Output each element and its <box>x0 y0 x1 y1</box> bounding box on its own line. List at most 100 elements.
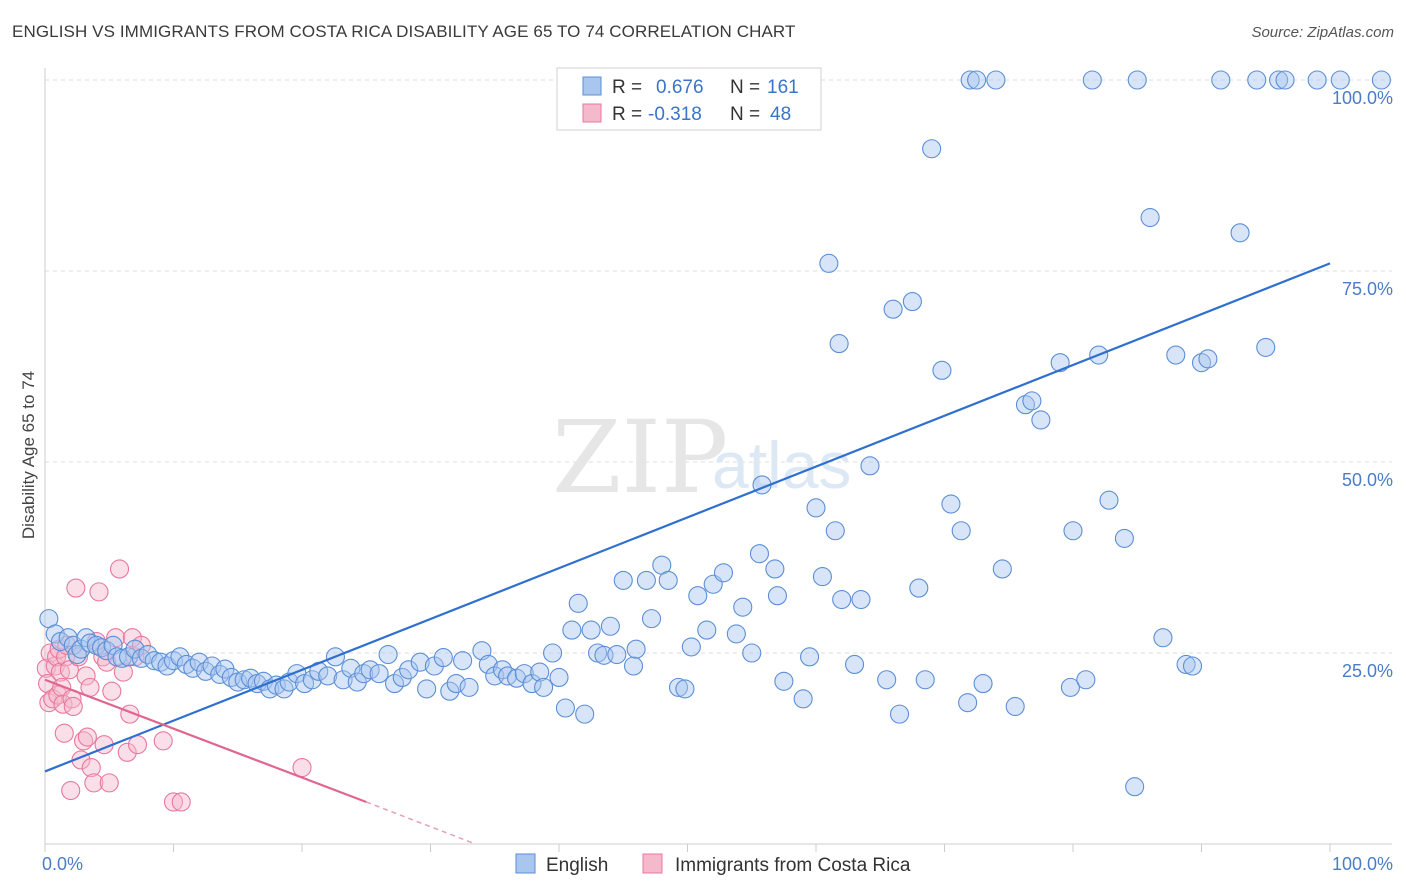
english-point-27 <box>196 661 216 681</box>
english-point-73 <box>530 662 550 682</box>
english-point-121 <box>883 299 903 319</box>
english-point-136 <box>1005 696 1025 717</box>
english-point-75 <box>543 643 563 663</box>
legend-box: R = 0.676 N = 161 R = -0.318 N = 48 <box>556 67 822 131</box>
english-point-33 <box>234 670 254 690</box>
english-point-85 <box>607 644 627 665</box>
english-point-77 <box>555 698 575 718</box>
english-point-146 <box>1099 490 1119 510</box>
english-point-148 <box>1125 777 1145 797</box>
english-point-134 <box>986 70 1006 90</box>
english-point-126 <box>922 139 942 159</box>
legend-n-label-english: N = <box>730 77 760 98</box>
english-point-95 <box>681 637 701 657</box>
costa-rica-trend-line <box>44 678 367 804</box>
english-point-149 <box>1127 70 1147 90</box>
english-point-101 <box>733 597 753 617</box>
costa-rica-trend-extension <box>365 801 476 845</box>
costa-rica-point-36 <box>109 559 130 579</box>
english-point-118 <box>851 589 871 610</box>
english-point-56 <box>399 660 419 680</box>
english-point-122 <box>889 704 910 724</box>
x-tick-labels: 0.0% 100.0% <box>42 854 1393 874</box>
english-point-9 <box>86 635 106 655</box>
watermark-zip: ZIP <box>552 399 728 516</box>
legend-swatch-costa <box>582 103 602 123</box>
legend-r-value-costa: -0.318 <box>648 104 702 125</box>
english-point-102 <box>742 643 762 663</box>
english-point-47 <box>333 670 353 690</box>
english-point-12 <box>103 635 123 655</box>
y-axis-label: Disability Age 65 to 74 <box>19 371 38 539</box>
legend-n-value-english: 161 <box>767 77 799 98</box>
english-points <box>39 70 1391 797</box>
english-point-160 <box>1256 337 1276 357</box>
english-point-19 <box>144 651 164 671</box>
english-point-93 <box>668 677 689 697</box>
english-point-124 <box>909 578 929 598</box>
english-point-142 <box>1063 521 1083 541</box>
english-point-116 <box>832 589 852 610</box>
english-point-107 <box>774 671 794 691</box>
english-point-165 <box>1371 70 1391 90</box>
costa-rica-point-38 <box>117 742 137 762</box>
english-point-97 <box>697 620 717 640</box>
english-point-115 <box>829 334 849 354</box>
english-point-132 <box>967 70 987 90</box>
y-tick-label-2: 75.0% <box>1342 279 1393 299</box>
english-point-164 <box>1330 70 1350 90</box>
english-point-129 <box>951 521 971 541</box>
english-point-154 <box>1182 656 1203 676</box>
english-point-131 <box>960 70 980 90</box>
english-point-52 <box>369 664 389 684</box>
english-point-84 <box>600 616 620 636</box>
english-point-139 <box>1031 410 1051 430</box>
chart-title: ENGLISH VS IMMIGRANTS FROM COSTA RICA DI… <box>12 22 796 41</box>
costa-rica-point-16 <box>61 780 81 801</box>
english-point-147 <box>1114 528 1134 548</box>
costa-rica-point-33 <box>99 773 119 793</box>
english-point-128 <box>941 494 961 514</box>
english-point-89 <box>636 570 656 590</box>
bottom-legend: English Immigrants from Costa Rica <box>515 853 911 876</box>
english-point-71 <box>514 664 534 684</box>
english-point-159 <box>1247 70 1267 90</box>
english-point-10 <box>91 638 112 658</box>
x-tick-label-1: 100.0% <box>1332 854 1393 874</box>
costa-rica-point-22 <box>74 731 94 751</box>
costa-rica-point-44 <box>153 731 173 751</box>
trend-lines <box>44 262 1331 845</box>
english-point-62 <box>446 674 466 694</box>
legend-n-value-costa: 48 <box>770 104 791 125</box>
bottom-legend-swatch-costa <box>642 853 663 874</box>
english-point-117 <box>844 654 865 675</box>
legend-r-label-english: R = <box>612 77 642 98</box>
english-point-90 <box>641 609 662 629</box>
english-point-23 <box>170 647 190 667</box>
legend-r-value-english: 0.676 <box>656 77 704 98</box>
costa-rica-point-12 <box>54 723 74 743</box>
costa-rica-point-18 <box>63 696 83 717</box>
y-tick-labels: 25.0% 50.0% 75.0% 100.0% <box>1332 88 1393 681</box>
legend-n-label-costa: N = <box>730 104 760 125</box>
english-point-143 <box>1076 670 1096 690</box>
watermark-atlas: atlas <box>712 428 851 502</box>
grid-lines <box>45 79 1392 654</box>
english-point-87 <box>623 656 644 676</box>
english-point-54 <box>384 674 405 694</box>
english-point-113 <box>819 253 839 273</box>
english-point-111 <box>806 498 826 518</box>
english-point-135 <box>992 559 1012 579</box>
bottom-legend-costa: Immigrants from Costa Rica <box>675 855 911 876</box>
english-point-123 <box>902 292 922 312</box>
costa-rica-point-45 <box>163 792 184 812</box>
english-point-80 <box>575 704 595 724</box>
costa-rica-point-29 <box>89 582 109 602</box>
english-point-161 <box>1269 70 1289 90</box>
english-point-14 <box>112 648 132 668</box>
english-point-74 <box>534 677 554 697</box>
english-point-144 <box>1082 70 1102 90</box>
legend-swatch-english <box>582 76 602 96</box>
english-point-112 <box>812 567 832 587</box>
